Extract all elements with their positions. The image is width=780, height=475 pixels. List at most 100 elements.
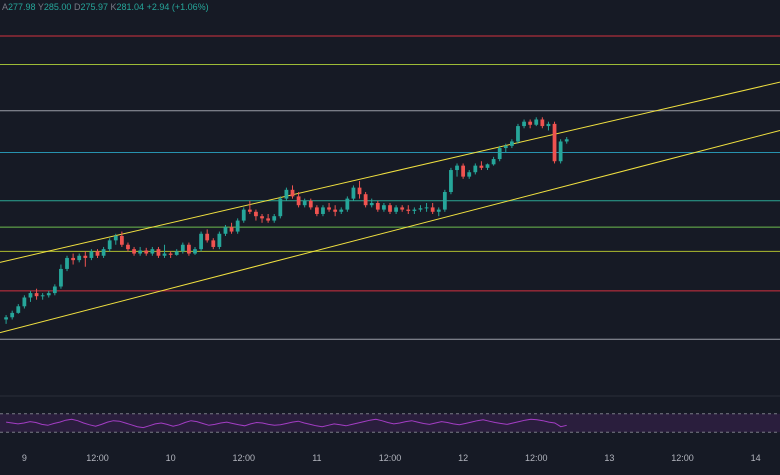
candle-body-68 bbox=[418, 208, 423, 210]
candle-body-23 bbox=[144, 250, 149, 254]
candle-body-58 bbox=[357, 187, 362, 195]
candle-body-85 bbox=[522, 121, 526, 127]
candle-body-37 bbox=[229, 227, 234, 232]
candle-body-28 bbox=[174, 251, 179, 255]
candle-body-61 bbox=[375, 203, 380, 210]
candle-body-21 bbox=[132, 249, 136, 254]
candle-body-84 bbox=[516, 126, 520, 142]
candle-body-31 bbox=[193, 249, 197, 254]
open-value: 277.98 bbox=[8, 2, 36, 12]
candle-body-56 bbox=[345, 198, 350, 210]
candle-body-44 bbox=[272, 216, 277, 221]
candle-body-57 bbox=[351, 187, 356, 199]
x-tick-label: 10 bbox=[165, 453, 176, 463]
candle-body-55 bbox=[339, 209, 344, 212]
candle-body-66 bbox=[406, 209, 411, 211]
candle-body-14 bbox=[89, 251, 94, 258]
candle-body-92 bbox=[564, 139, 569, 142]
candle-body-64 bbox=[394, 207, 398, 212]
time-axis: 9 12:00 10 12:00 11 12:00 12 12:00 13 12:00 14 bbox=[0, 453, 780, 470]
candle-body-90 bbox=[552, 123, 557, 162]
open-key: A bbox=[2, 2, 9, 12]
candle-body-22 bbox=[138, 250, 143, 254]
candle-body-8 bbox=[52, 286, 57, 294]
candle-body-87 bbox=[534, 119, 539, 125]
candle-body-79 bbox=[485, 164, 490, 168]
candle-body-39 bbox=[241, 209, 246, 221]
candle-body-52 bbox=[321, 207, 325, 214]
candle-body-48 bbox=[296, 196, 301, 206]
candle-body-36 bbox=[223, 227, 228, 234]
candle-body-38 bbox=[235, 220, 240, 232]
candle-body-18 bbox=[113, 235, 118, 241]
candle-body-12 bbox=[77, 255, 82, 261]
candle-body-2 bbox=[16, 306, 21, 313]
candle-body-32 bbox=[199, 233, 203, 250]
candle-body-76 bbox=[467, 172, 472, 177]
low-value: 275.97 bbox=[80, 2, 108, 12]
rsi-line bbox=[6, 418, 567, 429]
candle-body-10 bbox=[65, 257, 69, 269]
candle-body-47 bbox=[290, 189, 295, 197]
candle-body-86 bbox=[528, 121, 533, 125]
x-tick-label: 14 bbox=[750, 453, 761, 463]
candle-body-91 bbox=[558, 141, 563, 162]
candle-body-3 bbox=[22, 297, 27, 307]
candle-body-17 bbox=[107, 240, 112, 250]
candle-body-29 bbox=[180, 244, 185, 252]
candle-body-7 bbox=[46, 293, 51, 296]
candle-body-83 bbox=[509, 141, 514, 146]
candle-body-42 bbox=[260, 216, 264, 219]
candle-body-62 bbox=[382, 205, 386, 210]
candle-body-75 bbox=[461, 165, 466, 177]
candle-body-4 bbox=[28, 293, 33, 298]
candle-body-0 bbox=[4, 317, 8, 320]
high-value: 285.00 bbox=[43, 2, 72, 12]
candle-body-35 bbox=[217, 233, 222, 247]
x-tick-label: 12 bbox=[458, 453, 469, 463]
channel-line-0 bbox=[0, 81, 780, 263]
candle-body-53 bbox=[327, 207, 331, 210]
candle-body-20 bbox=[126, 244, 130, 250]
candle-body-33 bbox=[205, 233, 210, 241]
candle-body-59 bbox=[363, 194, 368, 206]
candle-body-69 bbox=[424, 207, 429, 209]
candle-body-41 bbox=[254, 211, 258, 217]
candle-body-34 bbox=[211, 240, 216, 247]
candle-body-43 bbox=[266, 218, 271, 221]
candle-body-11 bbox=[71, 257, 76, 261]
low-key: D bbox=[73, 2, 81, 12]
candle-body-49 bbox=[302, 200, 307, 206]
close-key: K bbox=[110, 2, 117, 12]
candle-body-74 bbox=[455, 165, 459, 171]
candle-body-65 bbox=[400, 207, 405, 210]
change-value: +2.94 (+1.06%) bbox=[146, 2, 209, 12]
candle-body-50 bbox=[308, 200, 313, 208]
x-tick-label: 9 bbox=[21, 453, 27, 463]
candle-body-82 bbox=[503, 145, 508, 149]
candle-body-51 bbox=[314, 207, 319, 214]
candle-body-13 bbox=[83, 255, 88, 258]
candle-body-77 bbox=[473, 165, 478, 173]
x-tick-label: 12:00 bbox=[378, 453, 402, 463]
candle-body-71 bbox=[436, 209, 441, 212]
candle-body-67 bbox=[412, 209, 417, 211]
candle-body-27 bbox=[168, 253, 173, 255]
candle-body-1 bbox=[10, 312, 15, 318]
channel-line-1 bbox=[0, 129, 780, 334]
candle-body-73 bbox=[449, 170, 453, 193]
candle-body-80 bbox=[491, 159, 496, 165]
x-tick-label: 12:00 bbox=[671, 453, 694, 463]
candle-body-15 bbox=[95, 251, 100, 256]
x-tick-label: 12:00 bbox=[232, 453, 256, 463]
candle-body-9 bbox=[59, 268, 63, 287]
candle-body-63 bbox=[388, 205, 392, 212]
candle-body-6 bbox=[40, 295, 45, 297]
candle-body-88 bbox=[540, 119, 545, 127]
candle-body-16 bbox=[101, 249, 106, 256]
candle-body-54 bbox=[333, 209, 338, 212]
candle-body-46 bbox=[284, 189, 289, 199]
high-key: Y bbox=[37, 2, 44, 12]
